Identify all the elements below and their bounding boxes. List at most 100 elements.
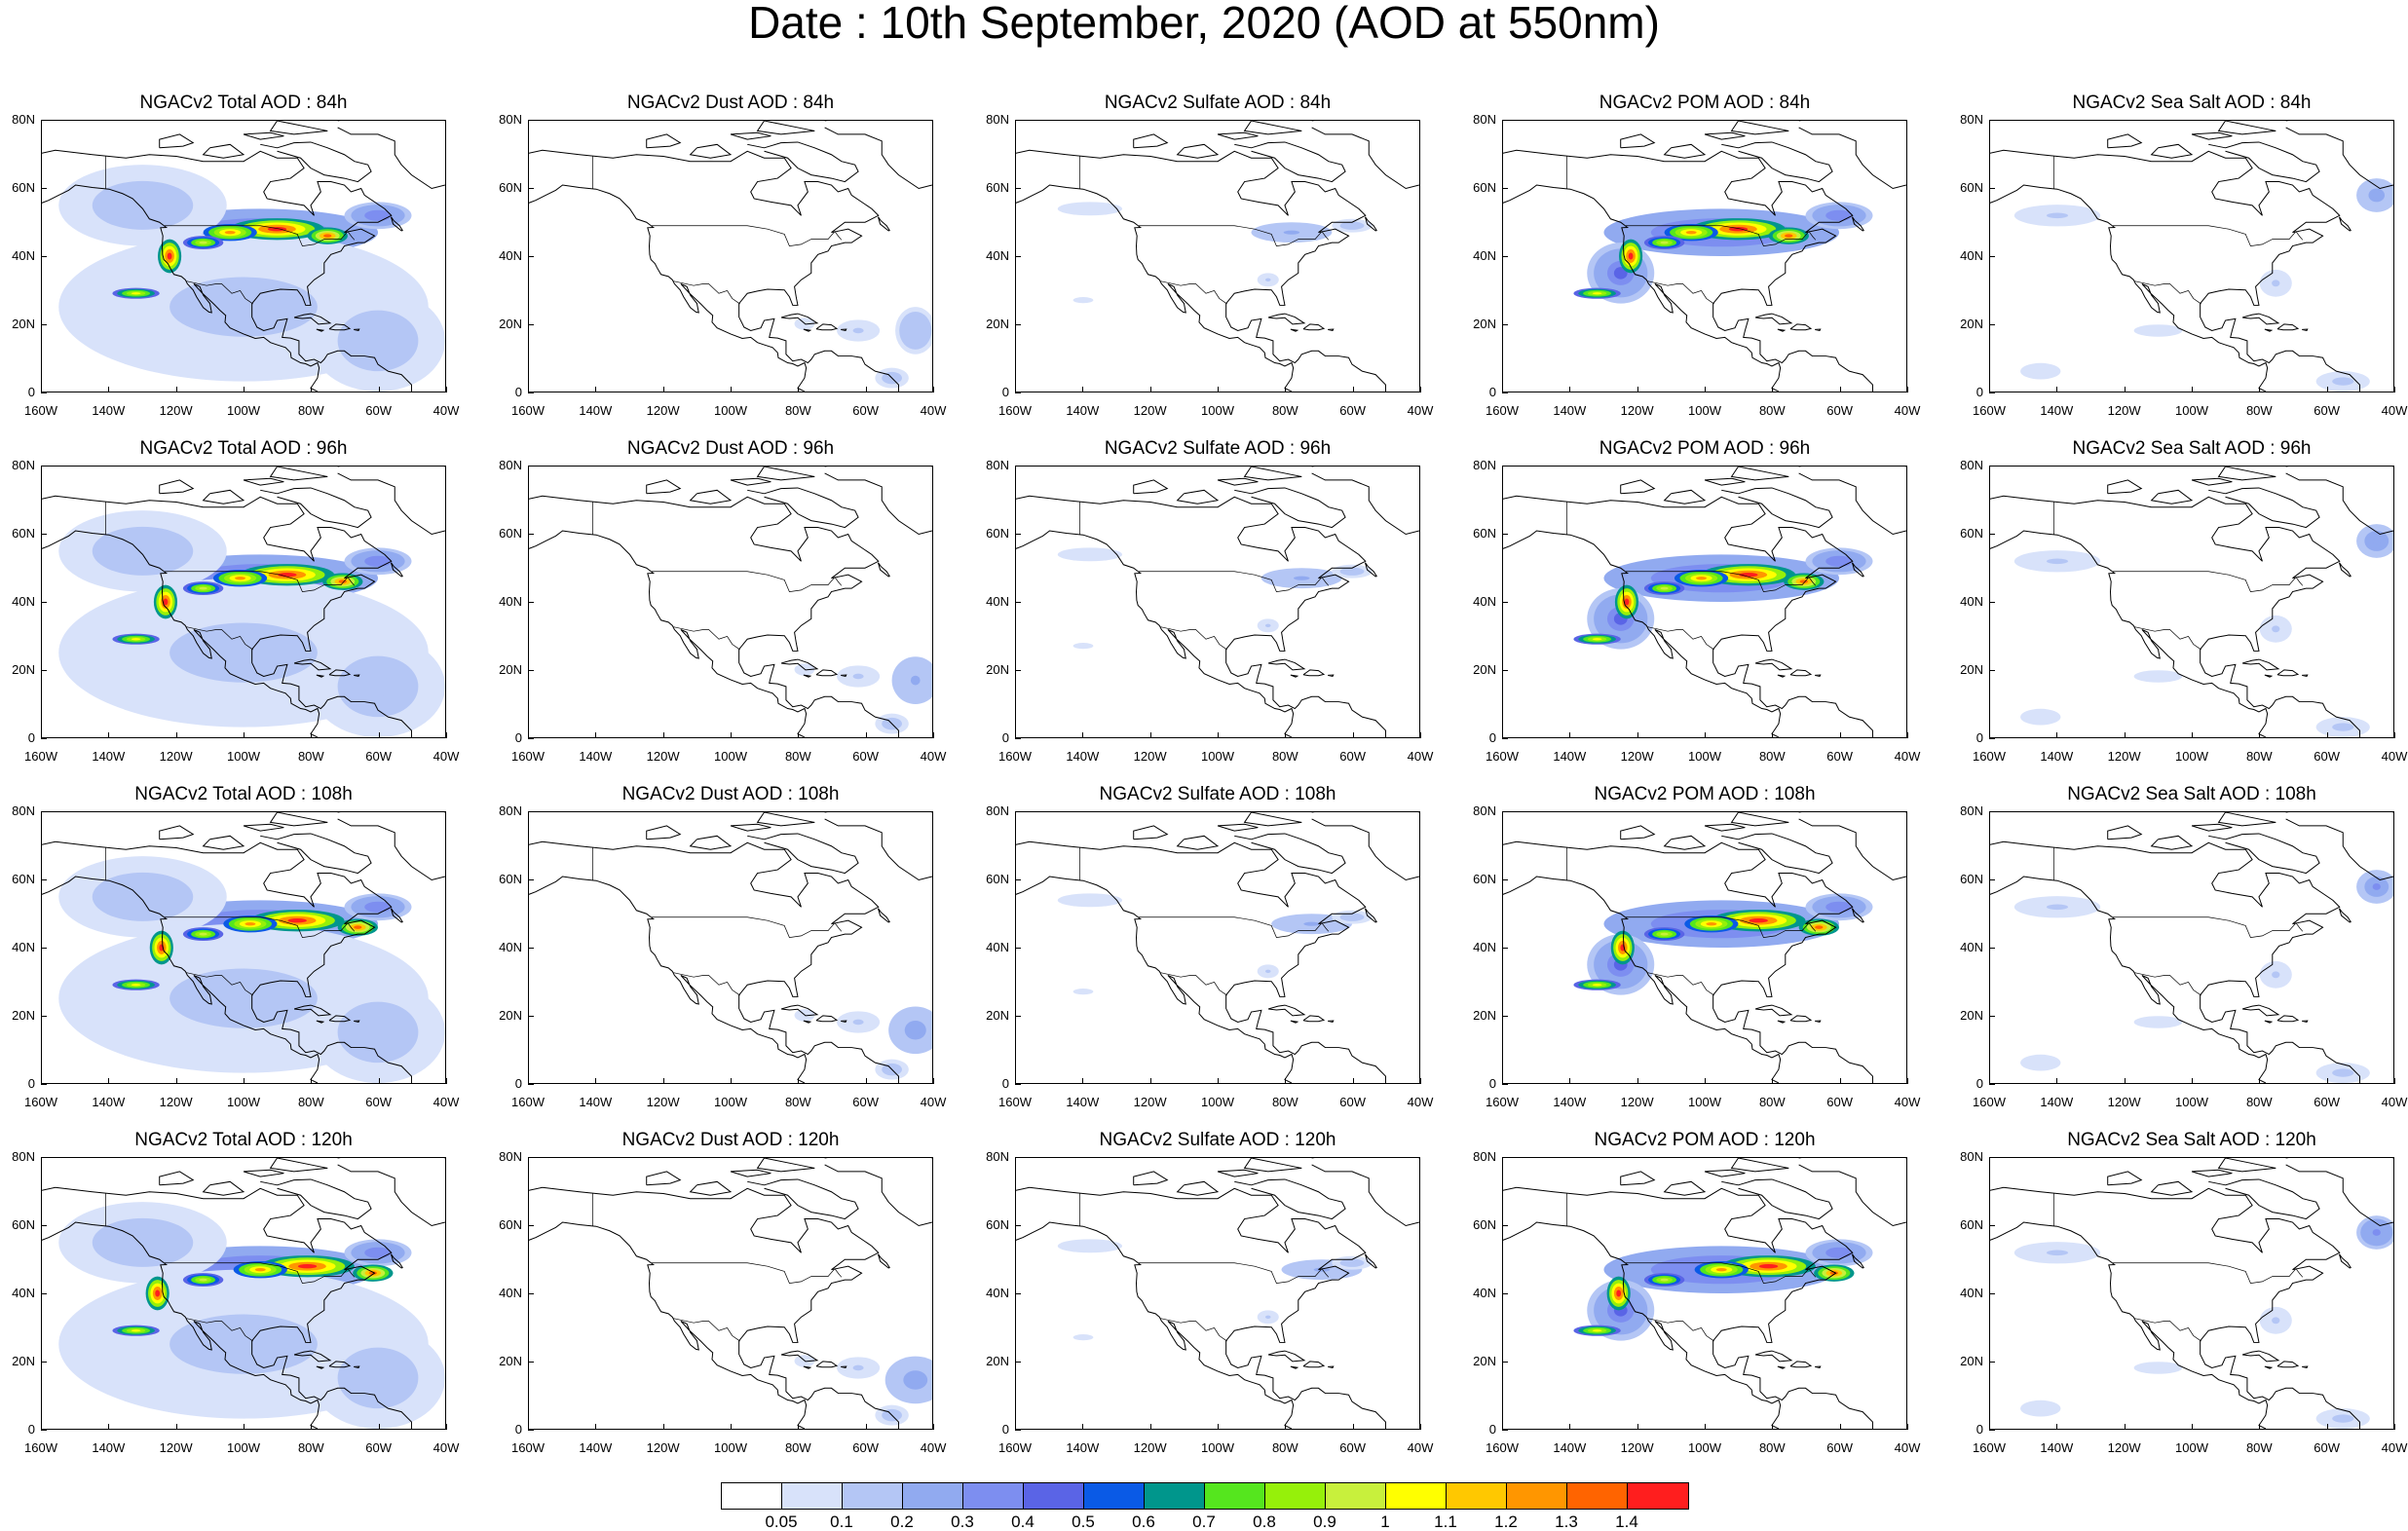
- coastline: [1016, 1221, 1295, 1429]
- aod-blob: [131, 984, 141, 987]
- coastline: [42, 530, 320, 737]
- coastline: [824, 127, 932, 190]
- panel-title: NGACv2 Sulfate AOD : 96h: [1104, 438, 1332, 459]
- lon-tick-label: 140W: [1066, 1440, 1100, 1455]
- coastline: [202, 143, 245, 159]
- coastline: [646, 479, 682, 495]
- map-panel-total-96h: NGACv2 Total AOD : 96h 80N 60N 40N 20N 0 160W 1…: [0, 438, 487, 784]
- aod-map: [42, 1158, 445, 1429]
- lon-tick-mark: [1637, 1078, 1638, 1084]
- lat-tick-mark: [528, 670, 534, 671]
- panel-title: NGACv2 POM AOD : 108h: [1594, 784, 1816, 804]
- coastline: [390, 216, 403, 232]
- lat-tick-label: 0: [1488, 1076, 1496, 1091]
- lat-tick-label: 60N: [12, 526, 35, 541]
- aod-blob: [1079, 645, 1087, 648]
- coastline: [756, 121, 815, 135]
- coastline: [815, 669, 839, 677]
- lat-tick-label: 20N: [12, 1354, 35, 1368]
- colorbar-cell: [1024, 1483, 1084, 1509]
- aod-map: [529, 812, 932, 1083]
- lat-tick-label: 20N: [1960, 1008, 1983, 1023]
- aod-blob: [199, 1278, 207, 1282]
- coastline: [2107, 479, 2143, 495]
- lon-tick-label: 40W: [1894, 1440, 1921, 1455]
- lon-tick-label: 140W: [2040, 1095, 2074, 1109]
- coastline: [815, 1361, 839, 1368]
- map-panel-dust-120h: NGACv2 Dust AOD : 120h 80N 60N 40N 20N 0 160W 1…: [487, 1130, 974, 1475]
- coastline: [747, 487, 859, 529]
- aod-blob: [354, 925, 362, 929]
- lat-tick-label: 60N: [499, 180, 522, 195]
- map-panel-seasalt-84h: NGACv2 Sea Salt AOD : 84h 80N 60N 40N 20N 0 16…: [1948, 93, 2408, 438]
- map-panel-total-84h: NGACv2 Total AOD : 84h 80N 60N 40N 20N 0 160W 1…: [0, 93, 487, 438]
- lon-tick-mark: [1705, 1424, 1706, 1430]
- country-border: [673, 280, 740, 305]
- country-border: [673, 972, 740, 996]
- lat-tick-label: 0: [27, 385, 35, 399]
- coastline: [2107, 133, 2143, 149]
- lon-tick-label: 160W: [24, 403, 57, 418]
- country-border: [186, 972, 253, 996]
- aod-blob: [1660, 932, 1669, 936]
- coastline: [42, 1221, 320, 1429]
- coastline: [2276, 1361, 2300, 1368]
- colorbar-cell: [843, 1483, 903, 1509]
- lon-tick-mark: [1502, 387, 1503, 392]
- coastline: [824, 818, 932, 881]
- country-border: [651, 225, 843, 246]
- lat-tick-mark: [41, 1084, 47, 1085]
- lon-tick-mark: [2394, 1078, 2395, 1084]
- lon-tick-label: 120W: [159, 403, 193, 418]
- coastline: [2276, 1015, 2300, 1023]
- aod-blob: [126, 197, 160, 214]
- lon-tick-mark: [2124, 1424, 2126, 1430]
- colorbar-cell: [1145, 1483, 1205, 1509]
- aod-blob: [1081, 1244, 1099, 1249]
- lat-tick-mark: [1989, 466, 1995, 467]
- colorbar-cell: [1628, 1483, 1688, 1509]
- aod-blob: [909, 1375, 922, 1385]
- lat-tick-mark: [528, 324, 534, 325]
- panel-title: NGACv2 Dust AOD : 84h: [626, 93, 835, 113]
- lat-tick-mark: [1502, 879, 1508, 880]
- colorbar-cell: [1205, 1483, 1265, 1509]
- coastline: [1364, 216, 1377, 232]
- aod-blob: [371, 1250, 385, 1256]
- coastline: [780, 1350, 819, 1363]
- aod-blob: [2046, 212, 2069, 219]
- aod-blob: [2033, 714, 2048, 720]
- lat-tick-label: 20N: [499, 662, 522, 677]
- lat-tick-label: 20N: [1960, 1354, 1983, 1368]
- lat-tick-mark: [1015, 811, 1021, 812]
- coastline: [1217, 1169, 1259, 1177]
- coastline: [2208, 141, 2320, 183]
- lon-tick-label: 120W: [646, 1095, 680, 1109]
- lon-tick-label: 160W: [1486, 403, 1519, 418]
- country-border: [2112, 916, 2304, 938]
- lon-tick-label: 120W: [1620, 403, 1654, 418]
- aod-blob: [224, 230, 236, 235]
- country-border: [1625, 571, 1817, 592]
- map-plot-area: [1502, 1157, 1907, 1430]
- lat-tick-mark: [1502, 466, 1508, 467]
- lat-tick-label: 0: [27, 1076, 35, 1091]
- colorbar-label: 0.6: [1132, 1512, 1155, 1531]
- map-plot-area: [1015, 466, 1420, 738]
- aod-blob: [1706, 921, 1717, 926]
- coastline: [42, 495, 412, 737]
- lon-tick-label: 40W: [1894, 749, 1921, 764]
- coastline: [1620, 825, 1656, 840]
- lon-tick-mark: [175, 387, 177, 392]
- lon-tick-label: 40W: [2381, 749, 2408, 764]
- map-panel-sulfate-96h: NGACv2 Sulfate AOD : 96h 80N 60N 40N 20N 0 160…: [974, 438, 1461, 784]
- lon-tick-label: 140W: [579, 1440, 613, 1455]
- aod-blob: [1079, 1336, 1087, 1339]
- lat-tick-label: 0: [27, 1422, 35, 1437]
- country-border: [2134, 280, 2201, 305]
- coastline: [803, 674, 812, 678]
- lon-tick-label: 160W: [1973, 1440, 2006, 1455]
- coastline: [1663, 835, 1707, 850]
- panel-title: NGACv2 POM AOD : 96h: [1599, 438, 1811, 459]
- lon-tick-label: 140W: [1553, 749, 1587, 764]
